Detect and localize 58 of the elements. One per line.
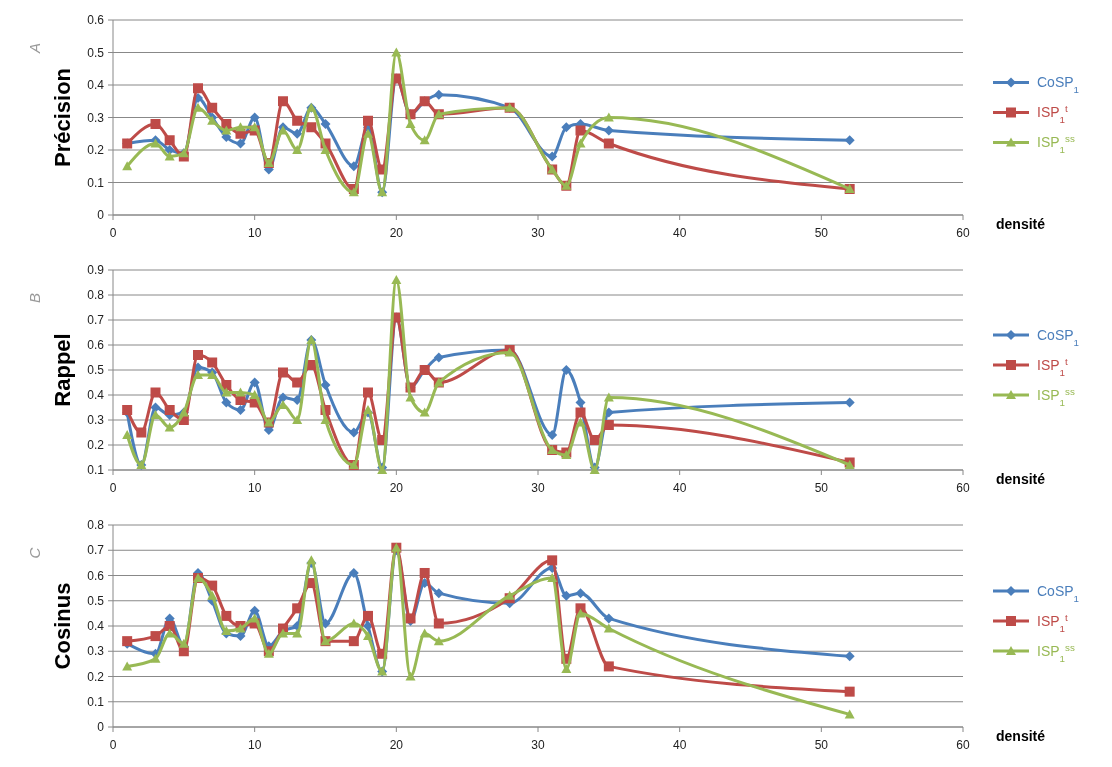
y-axis-title: Précision <box>50 67 75 168</box>
x-axis-title: densité <box>996 728 1046 744</box>
y-tick-label: 0.5 <box>87 363 105 378</box>
x-tick-label: 50 <box>814 738 829 752</box>
y-tick-label: 0.2 <box>87 143 105 158</box>
x-tick-label: 10 <box>247 738 262 752</box>
x-tick-label: 10 <box>247 481 262 495</box>
x-tick-label: 50 <box>814 226 829 240</box>
y-tick-label: 0.1 <box>87 175 105 190</box>
y-tick-label: 0.6 <box>87 568 105 583</box>
y-tick-label: 0.3 <box>87 644 105 659</box>
x-tick-label: 60 <box>956 481 970 495</box>
x-tick-label: 40 <box>672 738 687 752</box>
x-axis-title: densité <box>996 216 1046 232</box>
legend-label: CoSP$_{1}$ <box>1037 74 1080 95</box>
y-tick-label: 0.1 <box>87 694 105 709</box>
y-tick-label: 0.2 <box>87 438 105 453</box>
y-tick-label: 0.5 <box>87 593 105 608</box>
y-tick-label: 0.8 <box>87 288 105 303</box>
y-tick-label: 0.2 <box>87 669 105 684</box>
y-tick-label: 0.4 <box>87 78 105 93</box>
y-tick-label: 0.9 <box>87 263 105 278</box>
x-tick-label: 60 <box>956 226 970 240</box>
y-tick-label: 0.5 <box>87 45 105 60</box>
y-tick-label: 0.4 <box>87 388 105 403</box>
text: C <box>26 547 43 559</box>
y-tick-label: 0.1 <box>87 463 105 478</box>
x-tick-label: 0 <box>109 738 117 752</box>
y-tick-label: 0.6 <box>87 13 105 28</box>
x-tick-label: 50 <box>814 481 829 495</box>
y-tick-label: 0.7 <box>87 543 105 558</box>
y-tick-label: 0.8 <box>87 518 105 533</box>
x-axis-title: densité <box>996 471 1046 487</box>
x-tick-label: 0 <box>109 226 117 240</box>
y-tick-label: 0.6 <box>87 338 105 353</box>
x-tick-label: 40 <box>672 481 687 495</box>
y-tick-label: 0.7 <box>87 313 105 328</box>
x-tick-label: 30 <box>531 738 545 752</box>
x-tick-label: 40 <box>672 226 687 240</box>
y-tick-label: 0.3 <box>87 413 105 428</box>
y-tick-label: 0 <box>97 208 105 223</box>
y-tick-label: 0.4 <box>87 619 105 634</box>
x-tick-label: 30 <box>531 226 545 240</box>
legend-label: CoSP$_{1}$ <box>1037 582 1080 604</box>
y-axis-title: Cosinus <box>50 582 75 670</box>
y-tick-label: 0 <box>97 720 105 735</box>
y-tick-label: 0.3 <box>87 110 105 125</box>
x-tick-label: 0 <box>109 481 117 495</box>
text: B <box>26 292 43 304</box>
x-tick-label: 60 <box>956 738 970 752</box>
x-tick-label: 20 <box>389 481 404 495</box>
y-axis-title: Rappel <box>50 333 75 407</box>
x-tick-label: 20 <box>389 738 404 752</box>
x-tick-label: 30 <box>531 481 545 495</box>
x-tick-label: 10 <box>247 226 262 240</box>
legend-label: CoSP$_{1}$ <box>1037 326 1080 348</box>
x-tick-label: 20 <box>389 226 404 240</box>
text: A <box>26 42 43 55</box>
